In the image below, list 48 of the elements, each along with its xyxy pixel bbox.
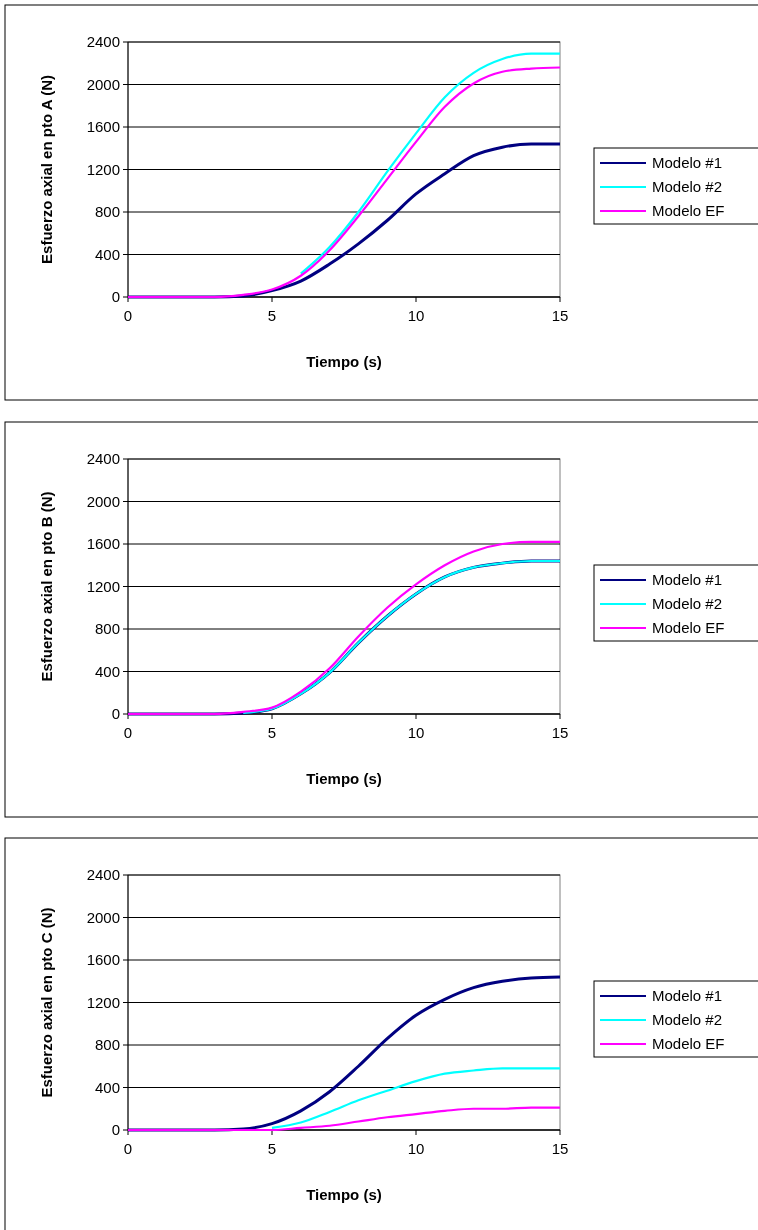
legend-label: Modelo #1 — [652, 987, 723, 1005]
x-tick-label: 5 — [267, 1140, 277, 1157]
x-tick-label: 10 — [407, 307, 425, 324]
y-tick-label: 400 — [94, 1078, 120, 1096]
legend-label: Modelo EF — [652, 202, 725, 220]
y-tick-label: 2400 — [86, 450, 120, 468]
legend-label: Modelo #1 — [652, 154, 723, 172]
y-tick-label: 2000 — [86, 75, 120, 93]
y-tick-label: 1600 — [86, 951, 120, 969]
x-tick-label: 15 — [551, 724, 569, 741]
legend-label: Modelo #2 — [652, 1011, 723, 1029]
y-tick-label: 400 — [94, 245, 120, 263]
x-tick-label: 15 — [551, 307, 569, 324]
x-tick-label: 10 — [407, 724, 425, 741]
legend-label: Modelo #2 — [652, 595, 723, 613]
legend-label: Modelo #1 — [652, 571, 723, 589]
x-tick-label: 5 — [267, 307, 277, 324]
y-tick-label: 800 — [94, 1036, 120, 1054]
y-axis-title: Esfuerzo axial en pto A (N) — [38, 75, 55, 264]
legend-label: Modelo EF — [652, 1035, 725, 1053]
y-tick-label: 800 — [94, 620, 120, 638]
x-tick-label: 10 — [407, 1140, 425, 1157]
y-tick-label: 800 — [94, 203, 120, 221]
y-tick-label: 1200 — [86, 577, 120, 595]
y-tick-label: 1200 — [86, 160, 120, 178]
y-tick-label: 2000 — [86, 492, 120, 510]
y-tick-label: 0 — [111, 1121, 120, 1139]
y-axis-title: Esfuerzo axial en pto C (N) — [38, 907, 55, 1098]
x-tick-label: 5 — [267, 724, 277, 741]
y-tick-label: 2000 — [86, 908, 120, 926]
y-tick-label: 2400 — [86, 866, 120, 884]
y-tick-label: 400 — [94, 662, 120, 680]
legend-label: Modelo EF — [652, 619, 725, 637]
x-axis-title: Tiempo (s) — [306, 770, 382, 787]
x-tick-label: 0 — [123, 724, 133, 741]
x-tick-label: 0 — [123, 307, 133, 324]
y-axis-title: Esfuerzo axial en pto B (N) — [38, 491, 55, 682]
y-tick-label: 0 — [111, 705, 120, 723]
x-axis-title: Tiempo (s) — [306, 1186, 382, 1203]
x-tick-label: 0 — [123, 1140, 133, 1157]
x-axis-title: Tiempo (s) — [306, 353, 382, 370]
y-tick-label: 1600 — [86, 535, 120, 553]
y-tick-label: 1600 — [86, 118, 120, 136]
legend-label: Modelo #2 — [652, 178, 723, 196]
y-tick-label: 1200 — [86, 993, 120, 1011]
y-tick-label: 0 — [111, 288, 120, 306]
y-tick-label: 2400 — [86, 33, 120, 51]
x-tick-label: 15 — [551, 1140, 569, 1157]
